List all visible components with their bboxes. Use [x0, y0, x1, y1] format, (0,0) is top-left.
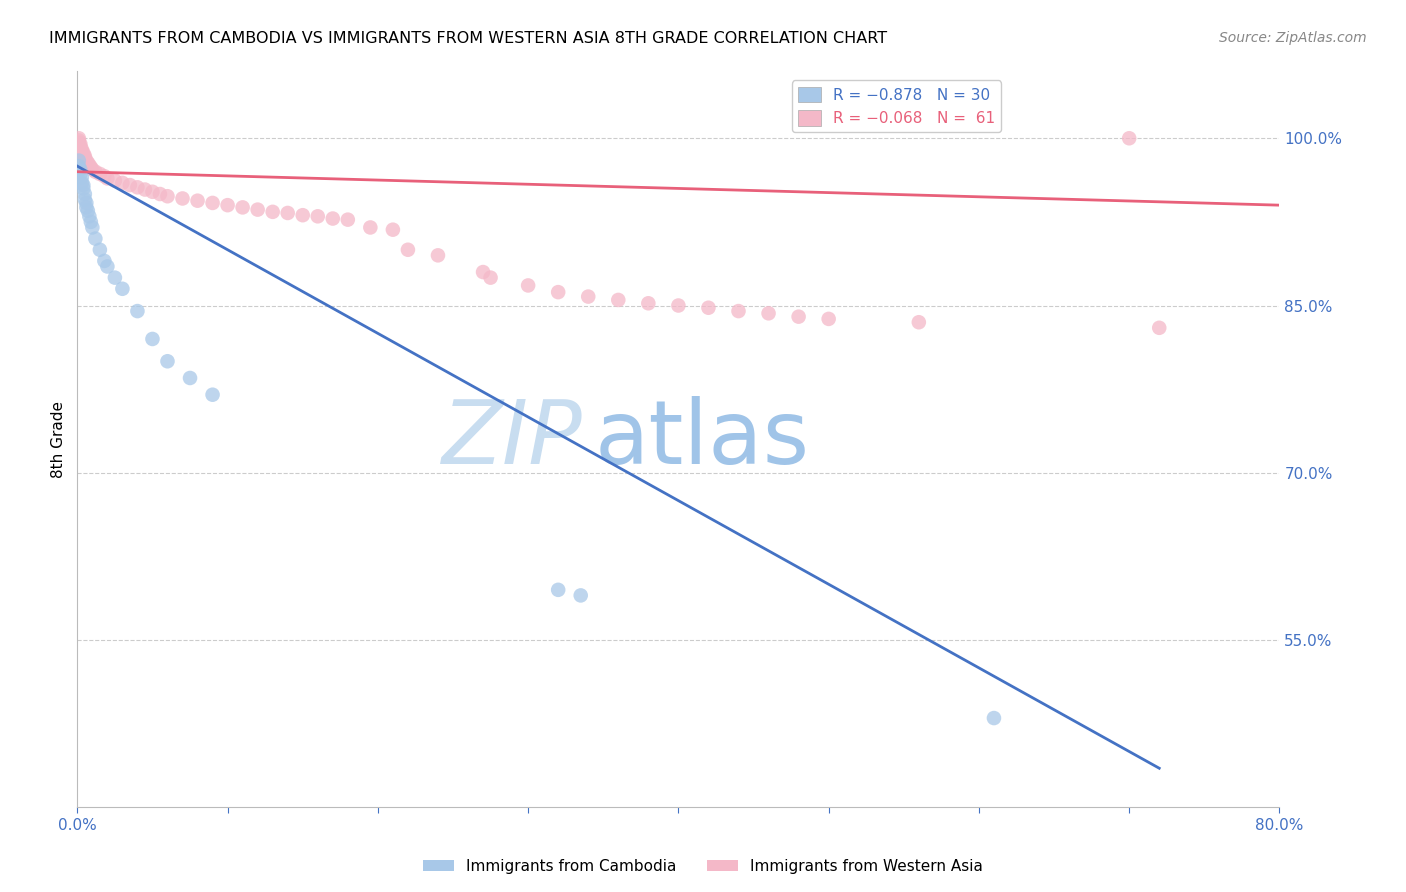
- Point: [75, 196, 97, 211]
- Point: [80, 215, 103, 229]
- Point: [547, 285, 569, 300]
- Point: [307, 209, 329, 223]
- Point: [69, 136, 91, 151]
- Point: [141, 332, 163, 346]
- Point: [217, 198, 239, 212]
- Point: [201, 196, 224, 211]
- Point: [82, 220, 104, 235]
- Point: [232, 201, 254, 215]
- Point: [73, 193, 96, 207]
- Point: [576, 289, 599, 303]
- Text: Source: ZipAtlas.com: Source: ZipAtlas.com: [1219, 31, 1367, 45]
- Point: [637, 296, 659, 310]
- Point: [75, 201, 97, 215]
- Point: [89, 167, 111, 181]
- Point: [76, 155, 98, 169]
- Point: [817, 312, 839, 326]
- Point: [84, 231, 107, 245]
- Point: [1149, 321, 1171, 335]
- Point: [70, 143, 93, 157]
- Point: [727, 304, 749, 318]
- Point: [72, 148, 94, 162]
- Point: [149, 187, 172, 202]
- Point: [73, 149, 96, 163]
- Point: [82, 162, 104, 177]
- Point: [70, 145, 93, 159]
- Point: [79, 158, 101, 172]
- Point: [69, 162, 91, 177]
- Point: [67, 159, 90, 173]
- Point: [1118, 131, 1140, 145]
- Point: [517, 278, 540, 293]
- Point: [179, 371, 201, 385]
- Point: [277, 206, 299, 220]
- Point: [201, 387, 224, 401]
- Point: [127, 180, 149, 194]
- Point: [336, 212, 359, 227]
- Point: [156, 354, 179, 368]
- Point: [79, 209, 101, 223]
- Point: [134, 182, 156, 196]
- Point: [111, 176, 134, 190]
- Point: [246, 202, 269, 217]
- Point: [381, 222, 404, 236]
- Point: [72, 178, 94, 193]
- Point: [396, 243, 419, 257]
- Point: [73, 187, 96, 202]
- Point: [472, 265, 495, 279]
- Point: [172, 192, 194, 206]
- Point: [111, 282, 134, 296]
- Point: [104, 174, 127, 188]
- Point: [983, 711, 1005, 725]
- Point: [80, 161, 103, 175]
- Point: [67, 133, 90, 147]
- Point: [84, 164, 107, 178]
- Point: [359, 220, 381, 235]
- Y-axis label: 8th Grade: 8th Grade: [51, 401, 66, 478]
- Text: ZIP: ZIP: [441, 396, 582, 483]
- Point: [127, 304, 149, 318]
- Text: atlas: atlas: [595, 396, 810, 483]
- Point: [668, 298, 690, 313]
- Point: [427, 248, 450, 262]
- Legend: R = −0.878   N = 30, R = −0.068   N =  61: R = −0.878 N = 30, R = −0.068 N = 61: [792, 80, 1001, 132]
- Point: [547, 582, 569, 597]
- Point: [67, 136, 90, 150]
- Point: [76, 203, 98, 218]
- Point: [118, 178, 141, 193]
- Point: [67, 153, 90, 168]
- Point: [67, 131, 90, 145]
- Point: [479, 270, 502, 285]
- Point: [69, 167, 91, 181]
- Point: [96, 171, 118, 186]
- Point: [322, 211, 344, 226]
- Legend: Immigrants from Cambodia, Immigrants from Western Asia: Immigrants from Cambodia, Immigrants fro…: [418, 853, 988, 880]
- Point: [607, 293, 630, 307]
- Point: [72, 181, 94, 195]
- Point: [908, 315, 931, 329]
- Point: [787, 310, 810, 324]
- Point: [70, 176, 93, 190]
- Point: [262, 204, 284, 219]
- Point: [96, 260, 118, 274]
- Point: [72, 145, 94, 160]
- Point: [89, 243, 111, 257]
- Point: [73, 151, 96, 165]
- Point: [70, 170, 93, 185]
- Text: IMMIGRANTS FROM CAMBODIA VS IMMIGRANTS FROM WESTERN ASIA 8TH GRADE CORRELATION C: IMMIGRANTS FROM CAMBODIA VS IMMIGRANTS F…: [49, 31, 887, 46]
- Point: [697, 301, 720, 315]
- Point: [186, 194, 209, 208]
- Point: [75, 153, 97, 168]
- Point: [104, 270, 127, 285]
- Point: [93, 253, 115, 268]
- Point: [141, 185, 163, 199]
- Point: [93, 169, 115, 184]
- Point: [569, 589, 592, 603]
- Point: [156, 189, 179, 203]
- Point: [69, 141, 91, 155]
- Point: [758, 306, 780, 320]
- Point: [291, 208, 314, 222]
- Point: [69, 139, 91, 153]
